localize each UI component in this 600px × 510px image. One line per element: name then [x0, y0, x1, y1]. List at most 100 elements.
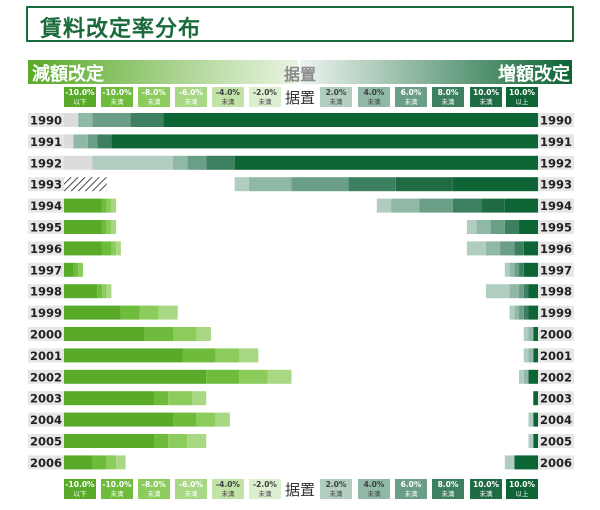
year-label-bg-right	[538, 262, 574, 277]
bar-decrease-segment	[64, 327, 145, 341]
bar-increase-segment	[206, 155, 235, 170]
year-label-bg-right	[538, 348, 574, 363]
legend-swatch-decrease	[212, 479, 244, 499]
bar-decrease-segment	[168, 391, 192, 406]
bar-increase-segment	[504, 262, 510, 277]
bar-decrease-segment	[64, 262, 74, 277]
bar-decrease-segment	[215, 348, 240, 363]
bar-decrease-segment	[196, 327, 211, 341]
bar-increase-segment	[490, 220, 505, 234]
year-label-right: 1992	[540, 156, 572, 170]
legend-sub-increase: 未満	[330, 97, 344, 106]
year-label-left: 2006	[30, 456, 62, 470]
bar-increase-segment	[523, 348, 529, 363]
bar-decrease-segment	[106, 220, 112, 234]
bar-increase-segment	[514, 262, 520, 277]
bar-decrease-segment	[64, 455, 93, 470]
bar-increase-segment	[248, 177, 292, 192]
bar-increase-segment	[528, 327, 534, 341]
legend-sub-decrease: 以下	[74, 98, 88, 106]
bar-decrease-segment	[78, 262, 83, 277]
year-label-bg-left	[28, 305, 64, 320]
year-label-bg-right	[538, 455, 574, 470]
legend-value-increase: 4.0%	[364, 480, 385, 489]
year-label-right: 2006	[540, 456, 572, 470]
bar-decrease-segment	[64, 284, 98, 299]
legend-swatch-increase	[432, 87, 464, 107]
year-label-right: 2001	[540, 349, 572, 363]
bar-increase-segment	[92, 113, 131, 127]
year-label-bg-left	[28, 155, 64, 170]
legend-value-decrease: -8.0%	[142, 88, 166, 97]
bar-decrease-segment	[173, 327, 197, 341]
year-label-left: 1995	[30, 221, 62, 235]
legend-bottom: -10.0%以下-10.0%未満-8.0%未満-6.0%未満-4.0%未満-2.…	[64, 479, 538, 499]
year-label-bg-left	[28, 348, 64, 363]
bar-decrease-segment	[64, 241, 102, 256]
year-label-bg-right	[538, 198, 574, 213]
bar-decrease-segment	[106, 284, 112, 299]
increase-header-band	[300, 60, 572, 84]
bar-decrease-segment	[116, 455, 126, 470]
bar-increase-segment	[466, 241, 486, 256]
bar-increase-segment	[523, 369, 529, 384]
freeze-heading: 据置	[284, 65, 316, 84]
legend-sub-increase: 未満	[480, 489, 494, 498]
bar-increase-segment	[533, 412, 538, 427]
bar-increase-segment	[452, 198, 482, 213]
legend-swatch-increase	[320, 87, 352, 107]
bar-increase-segment	[523, 305, 529, 320]
legend-value-increase: 8.0%	[438, 88, 459, 97]
bar-increase-segment	[130, 113, 164, 127]
legend-swatch-increase	[358, 479, 390, 499]
bar-increase-segment	[514, 455, 538, 470]
bar-increase-segment	[509, 284, 520, 299]
chart-rows: 1990 1990 1991 1991 1992 1992 1993 1993 1994 1994…	[28, 113, 574, 470]
year-label-bg-left	[28, 262, 64, 277]
legend-swatch-increase	[506, 87, 538, 107]
year-label-right: 2005	[540, 435, 572, 449]
legend-value-decrease: -10.0%	[102, 88, 132, 97]
bar-decrease-segment	[191, 391, 207, 406]
bar-increase-segment	[528, 412, 534, 427]
bar-increase-segment	[533, 391, 538, 406]
bar-increase-segment	[92, 155, 174, 170]
legend-swatch-decrease	[101, 87, 133, 107]
bar-increase-segment	[533, 434, 538, 448]
legend-sub-decrease: 未満	[259, 489, 273, 498]
year-label-bg-left	[28, 134, 64, 149]
bar-increase-segment	[519, 305, 524, 320]
legend-value-decrease: -2.0%	[253, 480, 277, 489]
legend-sub-increase: 未満	[405, 97, 419, 106]
year-label-right: 1999	[540, 306, 572, 320]
legend-swatch-increase	[395, 479, 427, 499]
bar-decrease-segment	[64, 220, 102, 234]
bar-decrease-segment	[64, 434, 155, 448]
legend-swatch-increase	[358, 87, 390, 107]
bar-decrease-segment	[196, 412, 216, 427]
bar-decrease-segment	[101, 241, 112, 256]
legend-value-increase: 10.0%	[509, 480, 536, 489]
legend-sub-decrease: 以下	[74, 490, 88, 498]
bar-decrease-segment	[64, 369, 207, 384]
year-label-right: 1994	[540, 199, 572, 213]
year-label-left: 2003	[30, 392, 62, 406]
legend-value-increase: 8.0%	[438, 480, 459, 489]
year-label-left: 2002	[30, 370, 62, 384]
bar-increase-segment	[348, 177, 396, 192]
year-label-bg-right	[538, 113, 574, 127]
legend-swatch-increase	[506, 479, 538, 499]
bar-decrease-segment	[144, 327, 174, 341]
bar-increase-segment	[481, 198, 505, 213]
bar-increase-segment	[504, 455, 515, 470]
legend-sub-increase: 以上	[516, 97, 530, 106]
bar-increase-segment	[528, 284, 538, 299]
bar-increase-segment	[500, 241, 515, 256]
bar-increase-segment	[523, 241, 538, 256]
year-label-bg-right	[538, 220, 574, 234]
bar-increase-segment	[466, 220, 477, 234]
year-label-bg-left	[28, 369, 64, 384]
bar-increase-segment	[533, 327, 538, 341]
legend-swatch-increase	[470, 479, 502, 499]
